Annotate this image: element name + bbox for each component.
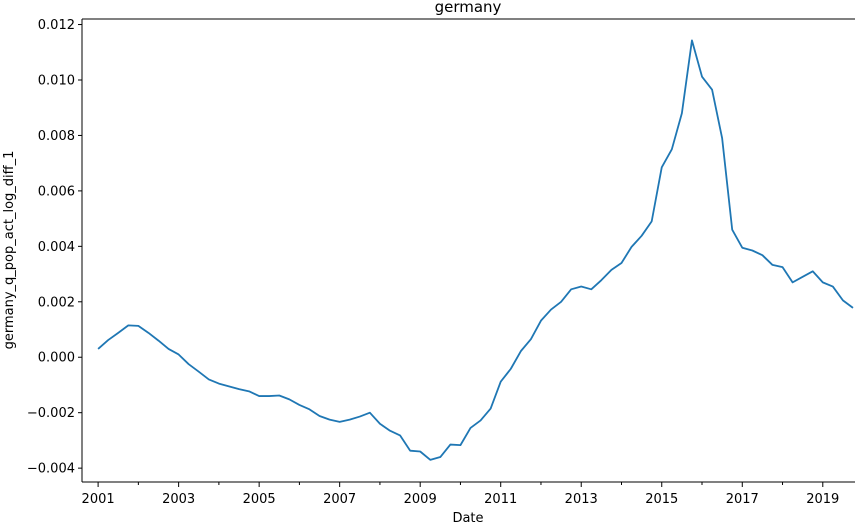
x-tick-label: 2009 [404,492,437,507]
y-tick-label: 0.002 [38,295,75,310]
x-axis-title: Date [452,511,483,525]
y-tick-label: 0.010 [38,73,75,88]
y-tick-label: −0.002 [27,406,75,421]
x-tick-label: 2019 [806,492,839,507]
series-line [97,39,854,461]
x-tick-label: 2007 [323,492,356,507]
x-axis: 2001 2003 2005 2007 2009 2011 2013 2015 2017 2019 [82,482,839,507]
x-tick-label: 2001 [82,492,115,507]
y-axis-title: germany_q_pop_act_log_diff_1 [2,151,17,350]
x-tick-label: 2013 [565,492,598,507]
x-tick-label: 2011 [484,492,517,507]
plot-area [97,39,854,461]
x-tick-label: 2005 [243,492,276,507]
y-tick-label: 0.000 [38,351,75,366]
chart-title: germany [435,0,502,16]
y-tick-label: −0.004 [27,462,75,477]
y-axis: −0.004 −0.002 0.000 0.002 0.004 0.006 0.008 0.0… [27,18,82,477]
y-tick-label: 0.004 [38,240,75,255]
x-tick-label: 2003 [162,492,195,507]
y-tick-label: 0.006 [38,184,75,199]
x-tick-label: 2017 [726,492,759,507]
y-tick-label: 0.012 [38,18,75,33]
x-tick-label: 2015 [645,492,678,507]
y-tick-label: 0.008 [38,129,75,144]
